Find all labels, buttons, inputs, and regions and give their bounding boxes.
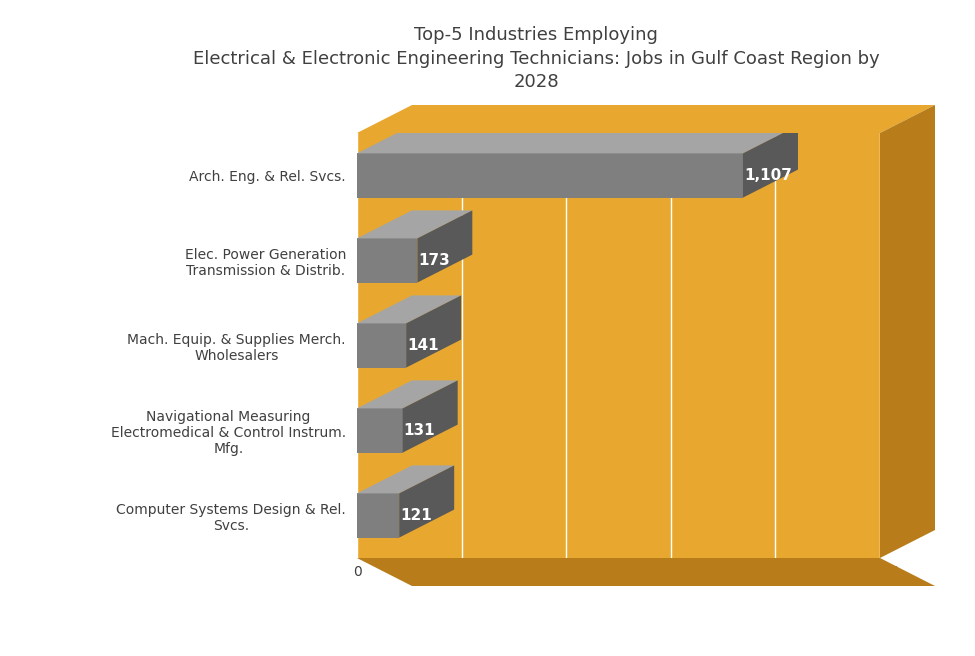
Bar xyxy=(357,238,417,283)
Polygon shape xyxy=(407,295,461,367)
Bar xyxy=(357,154,743,197)
Polygon shape xyxy=(357,295,461,323)
Polygon shape xyxy=(399,465,454,538)
Bar xyxy=(357,323,407,367)
Polygon shape xyxy=(743,125,798,197)
Polygon shape xyxy=(357,125,798,154)
Text: 1,107: 1,107 xyxy=(744,168,792,183)
Text: 173: 173 xyxy=(418,253,450,268)
Bar xyxy=(357,409,403,453)
Polygon shape xyxy=(357,380,457,409)
Text: 131: 131 xyxy=(404,423,436,438)
Polygon shape xyxy=(417,211,472,283)
Text: Top-5 Industries Employing
Electrical & Electronic Engineering Technicians: Jobs: Top-5 Industries Employing Electrical & … xyxy=(193,26,879,91)
Polygon shape xyxy=(357,211,472,238)
Bar xyxy=(357,493,399,538)
Polygon shape xyxy=(403,380,457,453)
Polygon shape xyxy=(357,465,454,493)
Text: 121: 121 xyxy=(400,508,432,523)
Text: 141: 141 xyxy=(408,338,439,353)
